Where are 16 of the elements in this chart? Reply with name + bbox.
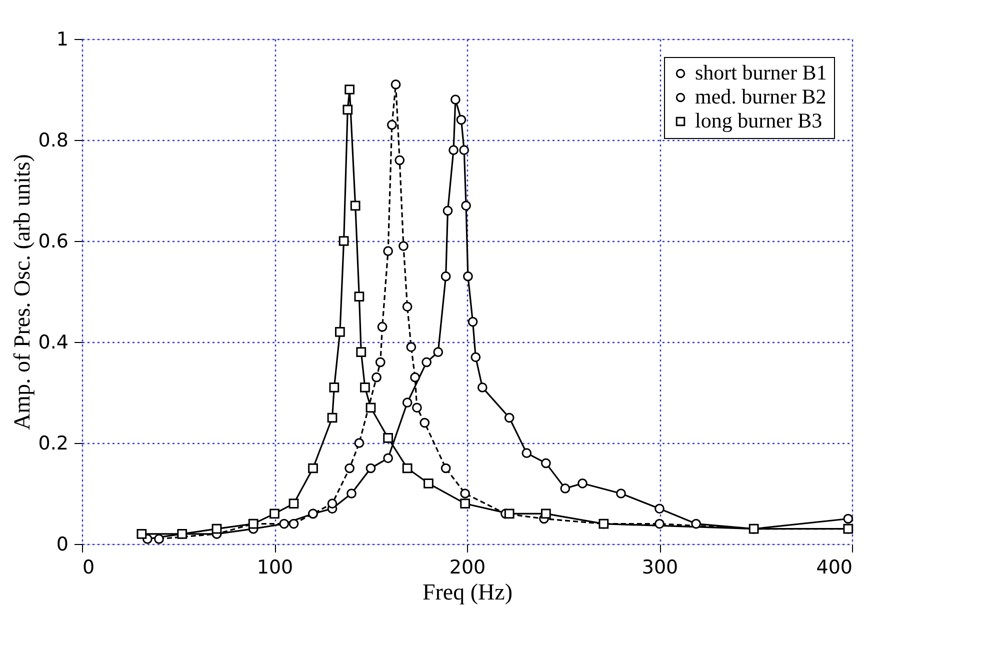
y-tick-label: 1	[56, 28, 68, 50]
legend-label: long burner B3	[695, 108, 822, 132]
x-axis-title: Freq (Hz)	[422, 580, 513, 604]
legend-label: med. burner B2	[695, 84, 826, 108]
y-tick-label: 0.8	[38, 130, 68, 152]
y-tick-label: 0.4	[38, 332, 68, 354]
x-tick-label: 200	[449, 556, 486, 578]
y-tick-label: 0.6	[38, 230, 68, 252]
y-axis-title: Amp. of Pres. Osc. (arb units)	[9, 154, 34, 430]
y-tick-label: 0.2	[38, 432, 68, 454]
x-tick-label: 100	[256, 556, 294, 578]
x-tick-label: 300	[642, 556, 678, 578]
x-tick-label: 0	[82, 556, 95, 578]
legend-label: short burner B1	[695, 60, 827, 84]
x-tick-label: 400	[816, 556, 852, 578]
y-tick-label: 0	[56, 534, 68, 556]
